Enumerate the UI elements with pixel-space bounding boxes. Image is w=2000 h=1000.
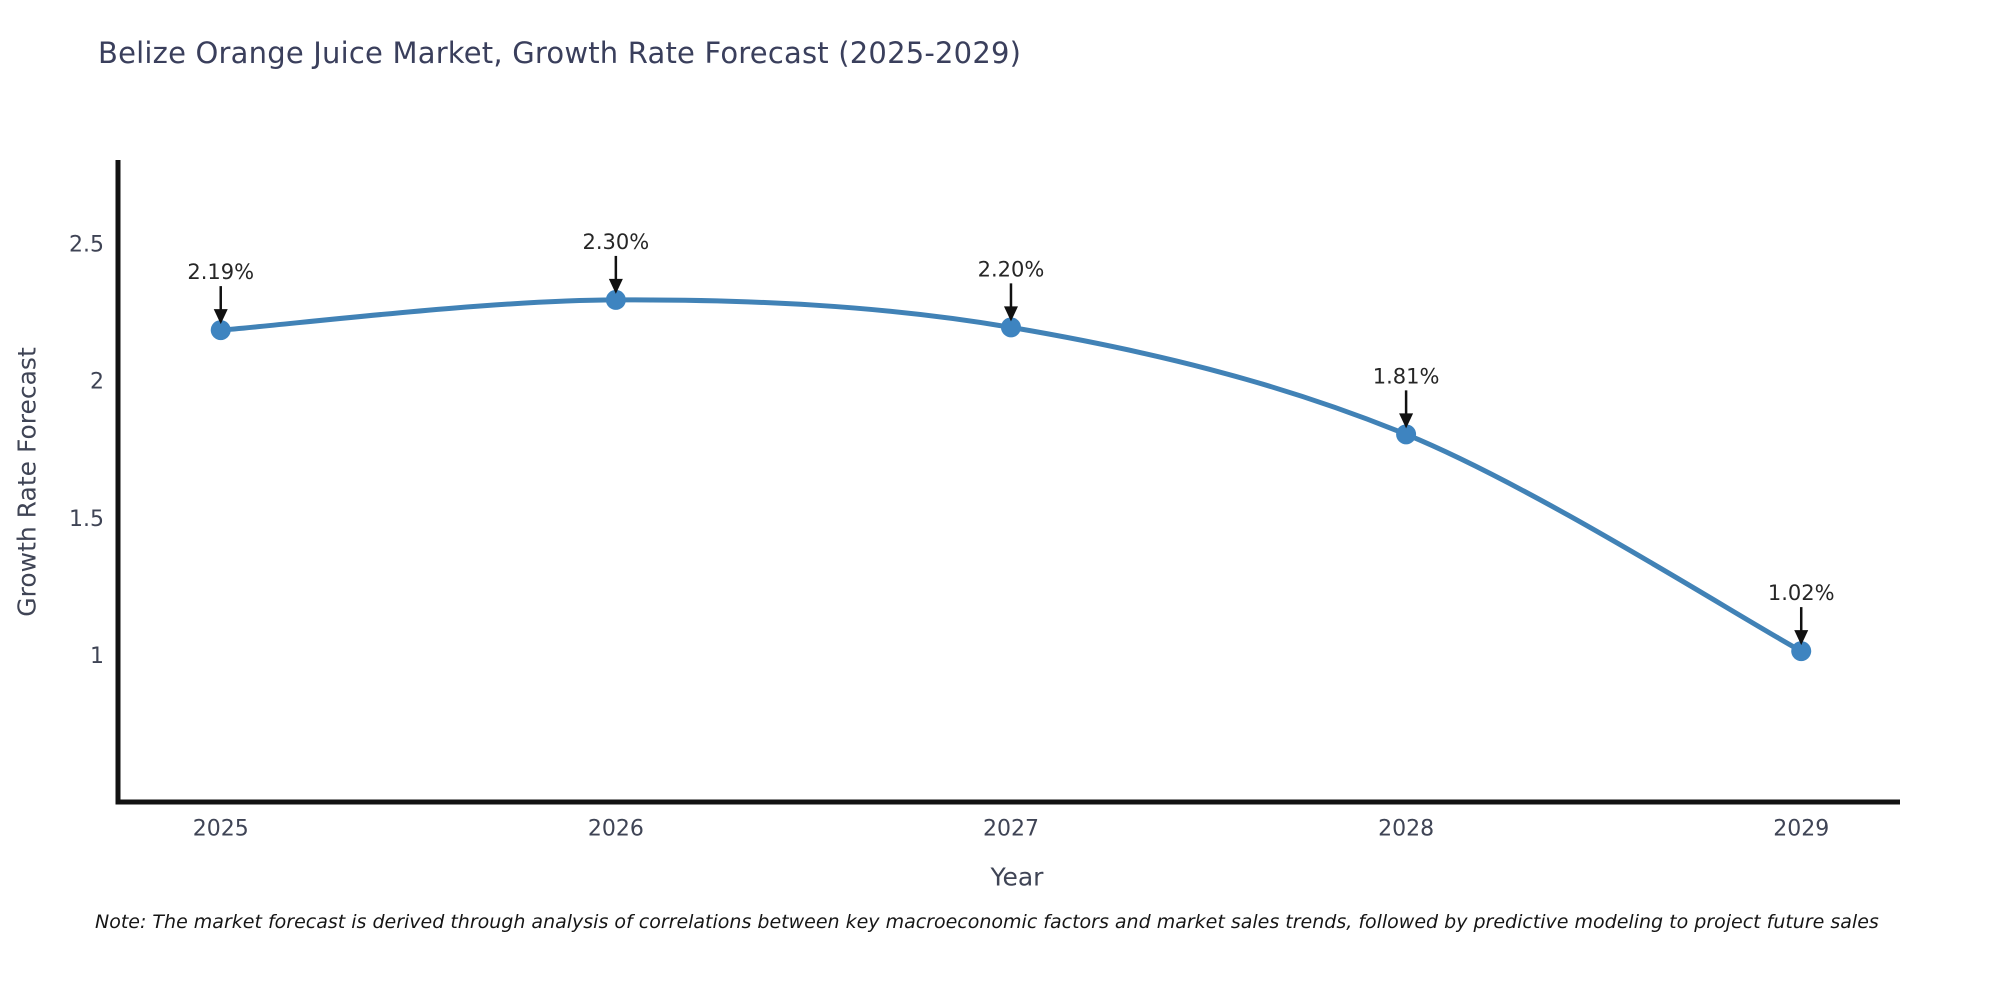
footnote: Note: The market forecast is derived thr… xyxy=(95,911,1879,933)
annotation-arrow-head xyxy=(608,278,623,294)
y-tick-label: 1 xyxy=(90,644,104,669)
point-value-label: 1.02% xyxy=(1768,581,1835,605)
annotation-arrow-head xyxy=(1003,306,1018,322)
x-axis-title: Year xyxy=(990,862,1044,892)
data-point xyxy=(1396,424,1417,445)
y-tick-label: 2 xyxy=(90,370,104,395)
data-point xyxy=(1791,641,1812,662)
data-point xyxy=(210,320,231,341)
chart-title: Belize Orange Juice Market, Growth Rate … xyxy=(98,36,1022,70)
annotation-arrow-head xyxy=(213,309,228,325)
y-axis-title: Growth Rate Forecast xyxy=(12,347,42,617)
y-tick-label: 2.5 xyxy=(69,233,104,258)
x-tick-label: 2027 xyxy=(983,817,1039,842)
point-value-label: 2.30% xyxy=(582,230,649,254)
y-tick-label: 1.5 xyxy=(69,507,104,532)
point-value-label: 2.20% xyxy=(978,257,1045,281)
point-value-label: 2.19% xyxy=(187,260,254,284)
point-value-label: 1.81% xyxy=(1373,364,1440,388)
x-tick-label: 2029 xyxy=(1773,817,1829,842)
annotation-arrow-head xyxy=(1794,630,1809,646)
forecast-line xyxy=(218,297,1804,654)
x-tick-label: 2025 xyxy=(193,817,249,842)
data-point xyxy=(605,289,626,310)
data-point xyxy=(1000,317,1021,338)
x-tick-label: 2028 xyxy=(1378,817,1434,842)
annotation-arrow-head xyxy=(1399,413,1414,429)
x-tick-label: 2026 xyxy=(588,817,644,842)
